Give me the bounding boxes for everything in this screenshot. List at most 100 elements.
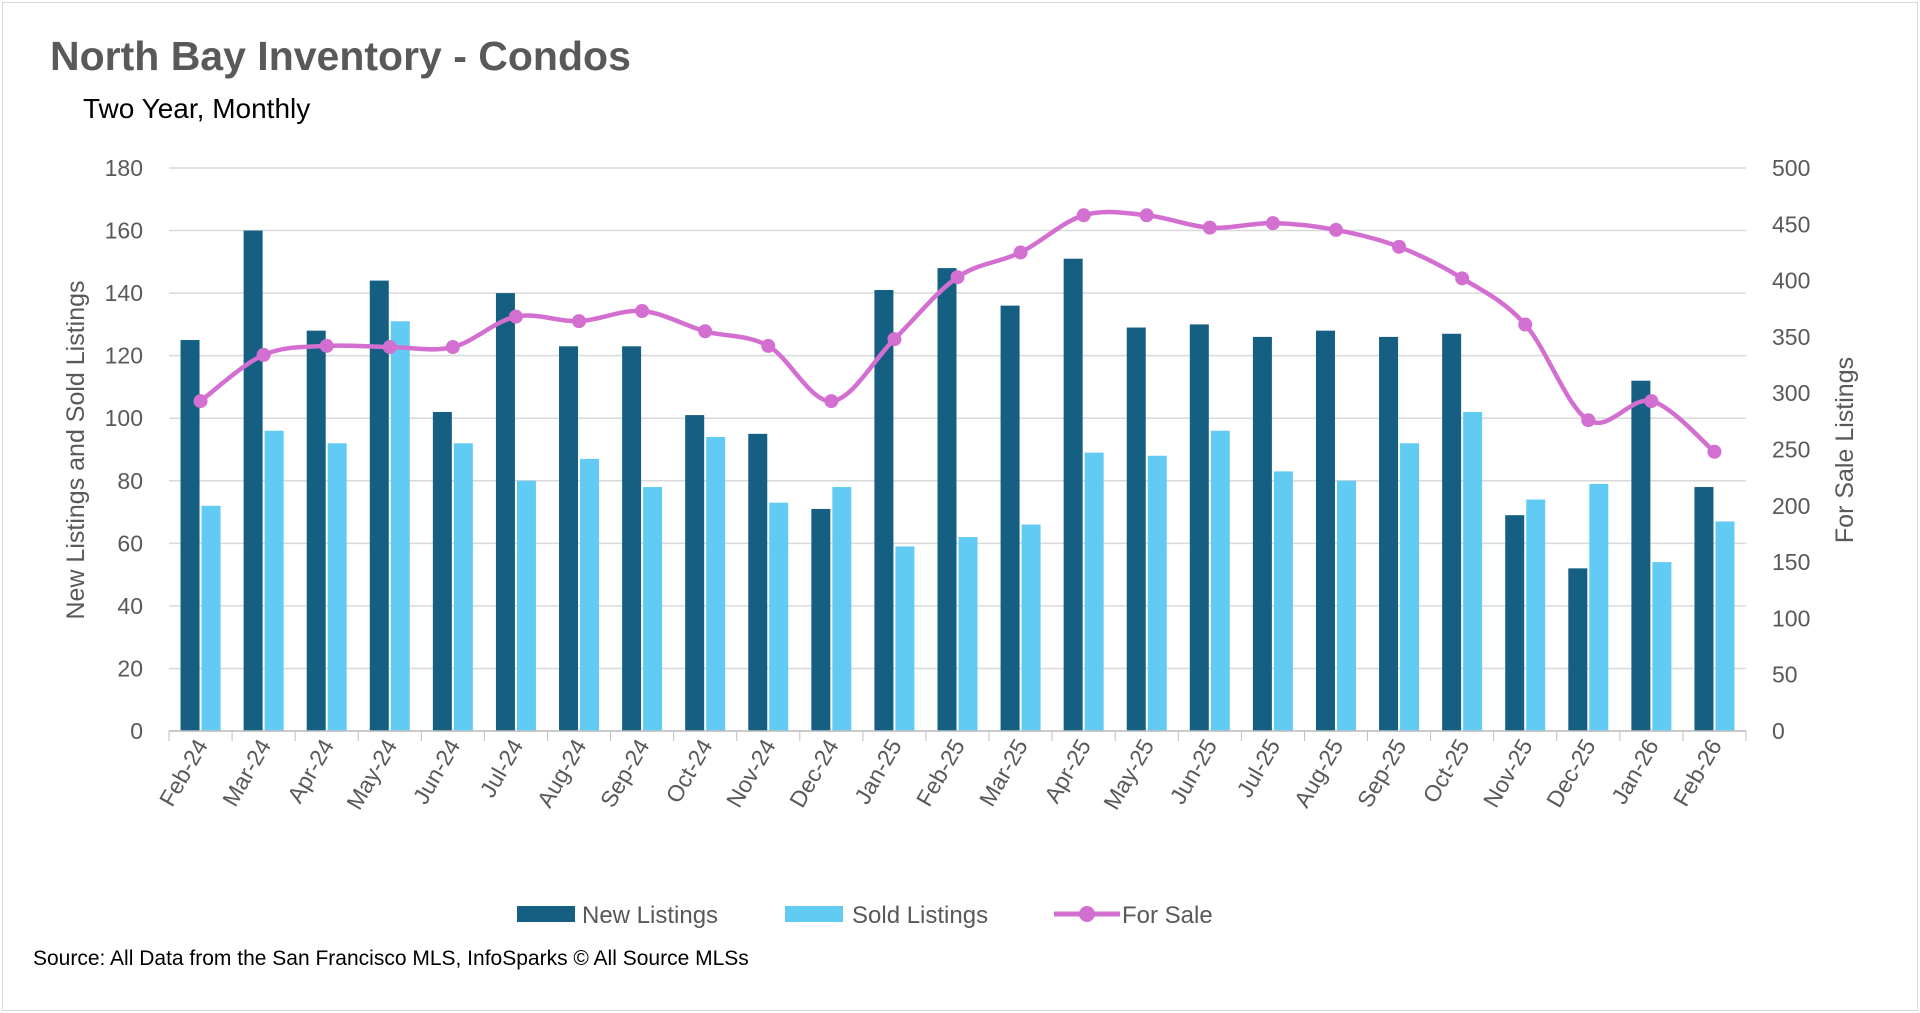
bar-new-listings — [622, 346, 642, 731]
point-for-sale — [1265, 216, 1280, 231]
chart-subtitle: Two Year, Monthly — [83, 93, 310, 124]
x-tick-label: Nov-24 — [721, 734, 781, 811]
x-tick-label: Jul-25 — [1231, 735, 1285, 802]
x-tick-label: Feb-24 — [154, 734, 213, 810]
bar-sold-listings — [453, 443, 473, 731]
bar-sold-listings — [516, 480, 536, 731]
point-for-sale — [761, 338, 776, 353]
point-for-sale — [445, 340, 460, 355]
y2-tick-label: 0 — [1772, 718, 1785, 744]
y2-tick-label: 50 — [1772, 662, 1798, 688]
x-tick-label: Apr-24 — [282, 734, 339, 807]
point-for-sale — [1202, 220, 1217, 235]
point-for-sale — [1328, 222, 1343, 237]
bar-new-listings — [874, 289, 894, 731]
bar-new-listings — [1126, 327, 1146, 731]
point-for-sale — [1139, 208, 1154, 223]
bar-sold-listings — [201, 505, 221, 731]
x-tick-label: May-24 — [341, 734, 402, 814]
x-tick-label: Sep-25 — [1352, 735, 1412, 812]
bar-sold-listings — [580, 458, 600, 731]
bar-sold-listings — [1715, 521, 1735, 731]
point-for-sale — [1076, 208, 1091, 223]
point-for-sale — [1707, 444, 1722, 459]
bar-sold-listings — [1400, 443, 1420, 731]
bar-new-listings — [432, 411, 452, 731]
x-tick-label: Oct-25 — [1417, 735, 1474, 808]
bar-new-listings — [1000, 305, 1020, 731]
bar-new-listings — [1063, 258, 1083, 731]
line-for-sale — [199, 209, 1716, 454]
y-tick-label: 180 — [105, 155, 143, 181]
x-tick-label: Jun-25 — [1164, 735, 1222, 809]
x-tick-label: Jul-24 — [474, 734, 528, 801]
point-for-sale — [635, 304, 650, 319]
bar-sold-listings — [1336, 480, 1356, 731]
y-tick-label: 140 — [105, 280, 143, 306]
bar-sold-listings — [958, 537, 978, 731]
bar-new-listings — [811, 508, 831, 731]
bar-sold-listings — [1589, 483, 1609, 731]
bar-new-listings — [306, 330, 326, 731]
bar-new-listings — [685, 415, 705, 731]
bar-new-listings — [1442, 333, 1462, 731]
point-for-sale — [1392, 239, 1407, 254]
legend: New Listings Sold Listings For Sale — [517, 902, 1213, 929]
bar-new-listings — [1379, 336, 1399, 731]
point-for-sale — [887, 332, 902, 347]
bar-sold-listings — [1652, 562, 1672, 731]
bar-sold-listings — [1147, 455, 1167, 731]
point-for-sale — [950, 270, 965, 285]
bar-new-listings — [495, 293, 515, 731]
y-tick-label: 120 — [105, 343, 143, 369]
y-axis-label: New Listings and Sold Listings — [62, 280, 90, 619]
bar-new-listings — [1631, 380, 1651, 731]
bar-new-listings — [1505, 515, 1525, 731]
point-for-sale — [572, 314, 587, 329]
y-tick-label: 60 — [117, 530, 143, 556]
x-tick-label: Mar-25 — [974, 735, 1033, 811]
bar-sold-listings — [706, 436, 726, 731]
point-for-sale — [256, 347, 271, 362]
bar-sold-listings — [390, 321, 410, 731]
bar-sold-listings — [1463, 411, 1483, 731]
bar-sold-listings — [1210, 430, 1230, 731]
y2-tick-label: 100 — [1772, 605, 1810, 631]
point-for-sale — [319, 338, 334, 353]
x-tick-label: Jun-24 — [408, 734, 466, 808]
bar-new-listings — [748, 433, 768, 731]
y2-tick-label: 450 — [1772, 211, 1810, 237]
y2-tick-label: 500 — [1772, 155, 1810, 181]
bar-sold-listings — [769, 502, 789, 731]
x-tick-label: Dec-24 — [784, 734, 844, 811]
bar-sold-listings — [1526, 499, 1546, 731]
y-tick-label: 40 — [117, 593, 143, 619]
bar-new-listings — [1252, 336, 1272, 731]
point-for-sale — [1013, 245, 1028, 260]
y-tick-label: 20 — [117, 655, 143, 681]
x-tick-label: Jan-26 — [1606, 735, 1664, 809]
y-tick-label: 0 — [130, 718, 143, 744]
bar-new-listings — [1315, 330, 1335, 731]
y-tick-label: 100 — [105, 405, 143, 431]
bar-sold-listings — [1273, 471, 1293, 731]
point-for-sale — [193, 394, 208, 409]
legend-label-new-listings: New Listings — [582, 902, 718, 929]
x-tick-label: Jan-25 — [849, 735, 907, 809]
x-tick-label: Nov-25 — [1478, 735, 1538, 812]
y2-tick-label: 300 — [1772, 380, 1810, 406]
bar-sold-listings — [327, 443, 347, 731]
point-for-sale — [1581, 413, 1596, 428]
point-for-sale — [698, 324, 713, 339]
point-for-sale — [1644, 394, 1659, 409]
legend-marker-for-sale — [1079, 906, 1095, 922]
bar-new-listings — [1694, 487, 1714, 731]
y-tick-label: 80 — [117, 468, 143, 494]
x-tick-label: Feb-26 — [1668, 735, 1727, 811]
y2-tick-label: 350 — [1772, 324, 1810, 350]
y2-tick-label: 250 — [1772, 437, 1810, 463]
point-for-sale — [824, 394, 839, 409]
bar-sold-listings — [1084, 452, 1104, 731]
x-tick-label: Oct-24 — [660, 734, 717, 807]
